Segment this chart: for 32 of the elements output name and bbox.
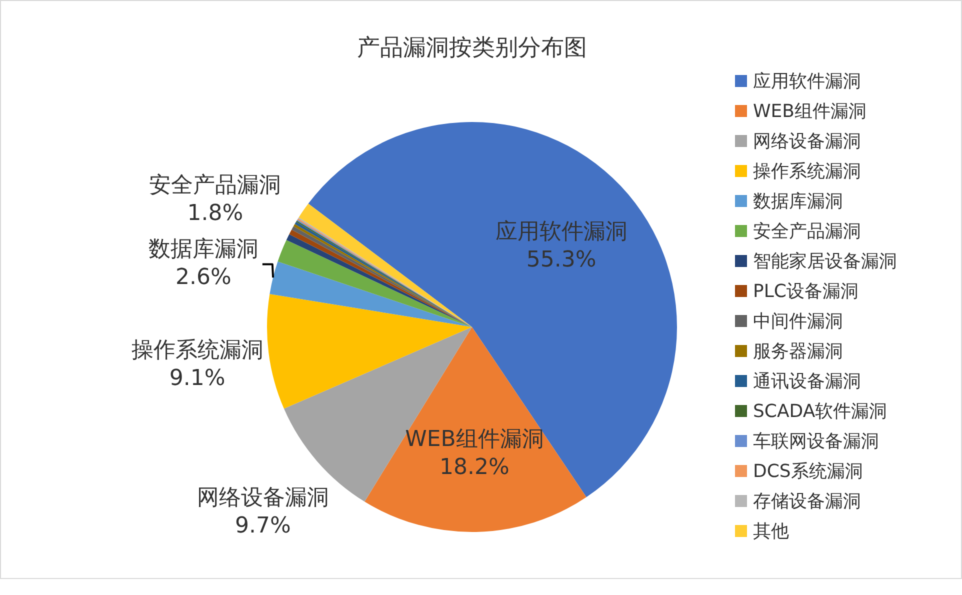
legend-label: 中间件漏洞	[753, 311, 843, 332]
slice-label: 安全产品漏洞	[149, 173, 282, 198]
data-label: 2.6%	[175, 265, 232, 290]
slice-label: WEB组件漏洞	[405, 426, 544, 452]
slice-label: 操作系统漏洞	[131, 338, 264, 364]
legend-label: 智能家居设备漏洞	[753, 251, 897, 272]
legend-label: 数据库漏洞	[753, 191, 843, 212]
data-label: 9.7%	[234, 513, 291, 538]
legend-label: DCS系统漏洞	[753, 461, 863, 482]
legend-label: 车联网设备漏洞	[753, 431, 879, 452]
legend-label: 网络设备漏洞	[753, 131, 861, 152]
legend-label: 存储设备漏洞	[753, 491, 861, 512]
pie-slice	[364, 327, 586, 532]
pie-slice	[270, 261, 472, 327]
slice-label: 数据库漏洞	[148, 237, 258, 262]
legend-label: 应用软件漏洞	[753, 71, 861, 92]
legend-label: 通讯设备漏洞	[753, 371, 861, 392]
data-label: 9.1%	[169, 366, 226, 392]
pie-slice	[267, 294, 472, 409]
data-label: 18.2%	[440, 454, 510, 480]
legend-label: PLC设备漏洞	[753, 281, 858, 302]
chart-title: 产品漏洞按类别分布图	[357, 35, 587, 61]
legend-label: 服务器漏洞	[753, 341, 843, 362]
data-label: 1.8%	[187, 201, 244, 226]
data-label: 55.3%	[526, 247, 596, 272]
legend-label: 操作系统漏洞	[753, 161, 861, 182]
slice-label: 网络设备漏洞	[196, 485, 329, 510]
legend-label: 其他	[753, 521, 789, 542]
legend-label: WEB组件漏洞	[753, 101, 867, 122]
legend-label: 安全产品漏洞	[753, 221, 861, 242]
slice-label: 应用软件漏洞	[495, 219, 628, 244]
legend-label: SCADA软件漏洞	[753, 401, 888, 422]
